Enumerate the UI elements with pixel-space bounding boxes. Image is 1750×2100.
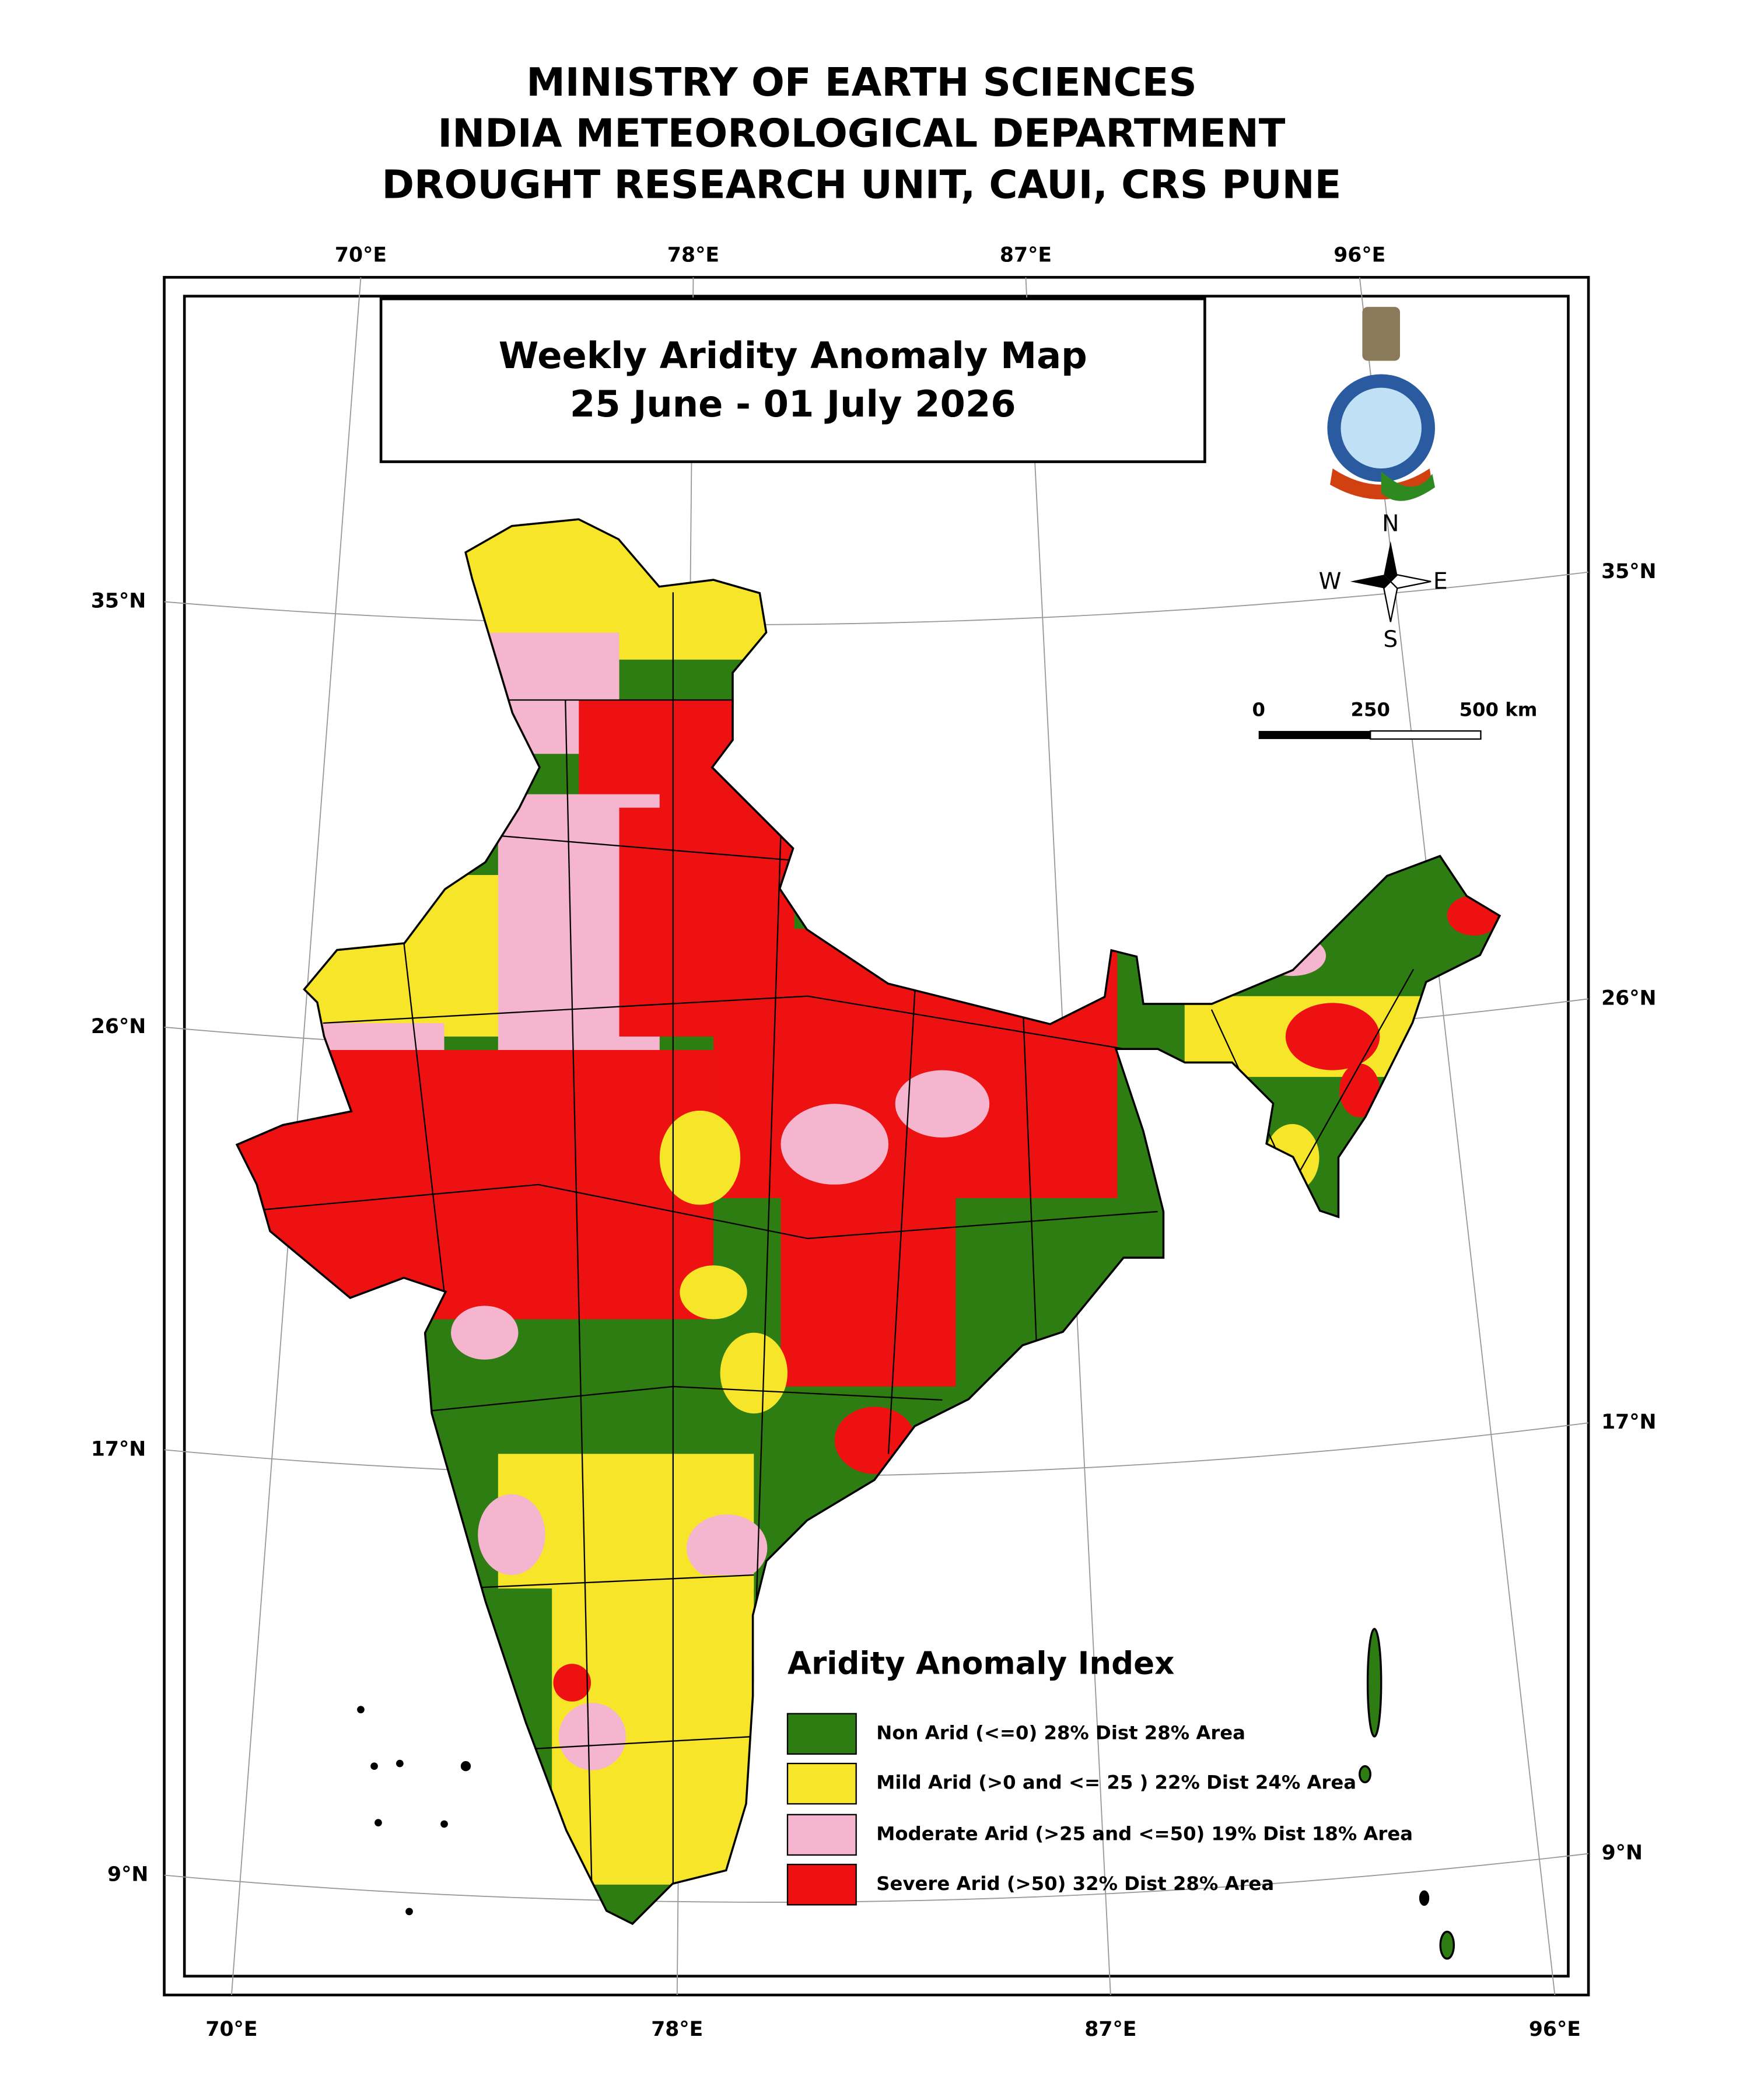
inner-frame bbox=[183, 295, 1570, 1978]
lon-label: 87°E bbox=[1084, 2018, 1136, 2041]
compass-s: S bbox=[1383, 626, 1398, 653]
lat-label: 35°N bbox=[91, 590, 146, 613]
lat-label: 35°N bbox=[1601, 560, 1656, 583]
legend-swatch bbox=[786, 1713, 857, 1755]
lon-label: 78°E bbox=[667, 243, 719, 267]
outer-frame bbox=[163, 276, 1590, 1997]
imd-logo bbox=[1327, 307, 1435, 501]
legend-label: Moderate Arid (>25 and <=50) 19% Dist 18… bbox=[876, 1822, 1413, 1845]
lat-label: 17°N bbox=[1601, 1410, 1656, 1434]
header-line: INDIA METEOROLOGICAL DEPARTMENT bbox=[438, 111, 1285, 156]
compass-n: N bbox=[1382, 511, 1399, 537]
scale-label: 250 bbox=[1351, 698, 1390, 720]
map-title: Weekly Aridity Anomaly Map bbox=[499, 334, 1087, 377]
legend-label: Non Arid (<=0) 28% Dist 28% Area bbox=[876, 1721, 1245, 1744]
map-subtitle: 25 June - 01 July 2026 bbox=[570, 383, 1016, 425]
lon-label: 87°E bbox=[1000, 243, 1052, 267]
islands bbox=[357, 1628, 1455, 1960]
lon-label: 70°E bbox=[205, 2018, 257, 2041]
header-line: MINISTRY OF EARTH SCIENCES bbox=[526, 60, 1196, 105]
legend: Aridity Anomaly Index Non Arid (<=0) 28%… bbox=[786, 1645, 1413, 1906]
scale-label: 0 bbox=[1252, 698, 1265, 720]
legend-swatch bbox=[786, 1814, 857, 1856]
legend-title: Aridity Anomaly Index bbox=[788, 1645, 1174, 1681]
legend-swatch bbox=[786, 1863, 857, 1906]
lat-label: 26°N bbox=[1601, 986, 1656, 1010]
lat-label: 9°N bbox=[1602, 1842, 1643, 1865]
scale-bar: 0 250 500 km bbox=[1252, 698, 1538, 740]
lon-label: 70°E bbox=[335, 243, 387, 267]
title-box bbox=[379, 298, 1206, 463]
header-line: DROUGHT RESEARCH UNIT, CAUI, CRS PUNE bbox=[382, 162, 1341, 207]
legend-label: Mild Arid (>0 and <= 25 ) 22% Dist 24% A… bbox=[876, 1772, 1356, 1794]
lon-label: 78°E bbox=[651, 2018, 703, 2041]
scale-label: 500 km bbox=[1460, 698, 1538, 720]
compass-w: W bbox=[1319, 569, 1342, 595]
lat-label: 17°N bbox=[91, 1437, 146, 1461]
legend-swatch bbox=[786, 1762, 857, 1805]
lat-label: 9°N bbox=[107, 1863, 148, 1887]
north-arrow: N S W E bbox=[1319, 511, 1448, 653]
lon-label: 96°E bbox=[1334, 243, 1385, 267]
lon-label: 96°E bbox=[1529, 2018, 1581, 2041]
compass-e: E bbox=[1433, 569, 1448, 595]
lat-label: 26°N bbox=[91, 1015, 146, 1038]
legend-label: Severe Arid (>50) 32% Dist 28% Area bbox=[876, 1873, 1274, 1895]
india-map bbox=[235, 518, 1502, 1925]
